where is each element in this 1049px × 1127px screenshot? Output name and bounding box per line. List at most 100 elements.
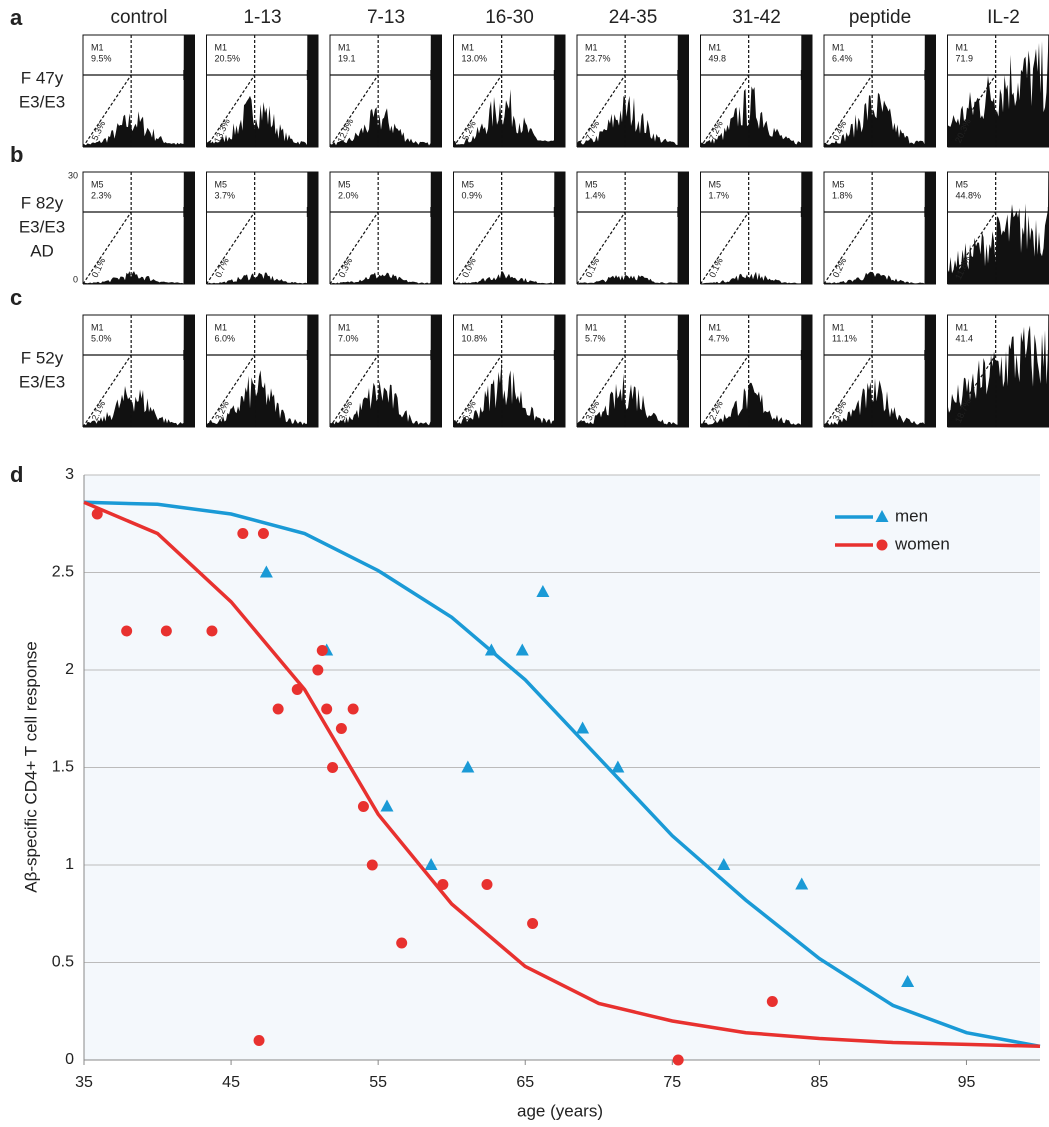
row-label: F 82y [21,193,64,212]
x-tick-label: 45 [222,1074,240,1091]
y-tick-label: 1.5 [52,759,74,776]
gate-name: M1 [585,42,598,52]
panel-frame [329,314,442,427]
panel-frame [329,171,442,284]
panel-frame [453,314,566,427]
row-label: E3/E3 [19,372,65,391]
gate-name: M5 [585,179,598,189]
marker [481,879,493,890]
label-bg [459,180,490,202]
legend-marker [875,510,889,522]
histogram [330,172,442,284]
gate-name: M1 [462,42,475,52]
marker [437,879,449,890]
y-tick-label: 1 [65,856,74,873]
label-bg [953,180,984,202]
panel-frame [453,34,566,147]
panel-frame [82,314,195,427]
y-tick-label: 2.5 [52,564,74,581]
flow-panel: M17.0% 3.6% [329,314,442,428]
marker [237,528,249,539]
diagonal [206,74,256,148]
histogram [330,35,442,147]
marker [316,645,328,656]
marker [347,703,359,715]
label-bg [830,43,860,65]
diagonal [700,211,750,285]
label-bg [706,180,737,202]
marker [206,625,218,637]
gate-name: M5 [338,179,351,189]
flow-panel: M51.8% 0.2% [823,171,936,285]
diagonal [576,211,626,285]
histogram [947,172,1049,284]
diagonal-value: 0.3% [337,256,355,279]
gate-name: M1 [709,322,722,332]
column-header: 24-35 [609,7,658,28]
marker [259,565,273,578]
gate-value: 5.0% [91,333,112,343]
label-bg [830,323,860,345]
marker [321,703,333,715]
gate-name: M1 [956,42,969,52]
histogram [83,172,195,284]
legend-label: men [895,506,928,525]
flow-panel: M51.7% 0.1% [700,171,813,285]
row-label: E3/E3 [19,217,65,236]
flow-panel: M19.5%5.3% [82,34,195,148]
column-header: 31-42 [732,7,781,28]
y-tick-label: 3 [65,466,74,483]
gate-name: M1 [215,42,228,52]
marker [766,996,778,1007]
marker [160,625,172,637]
label-bg [459,323,490,345]
row-letter: c [10,285,22,310]
flow-panel: M15.7%3.0% [576,314,689,428]
gate-value: 0.9% [462,190,483,200]
flow-panel: M16.4%0.4% [823,34,936,148]
diagonal [947,354,997,428]
row-label: AD [30,241,54,260]
panel-frame [576,171,689,284]
label-bg [336,180,366,202]
x-tick-label: 55 [369,1074,387,1091]
diagonal [329,354,379,428]
histogram [83,35,195,147]
marker [717,858,731,870]
histogram [83,315,195,427]
gate-value: 1.4% [585,190,606,200]
flow-panel: M15.0%2.1% [82,314,195,428]
diagonal-value: 0.2% [831,256,849,279]
diagonal [453,74,503,148]
label-bg [459,43,490,65]
flow-panel: M14.7% 2.2% [700,314,813,428]
gate-name: M1 [215,322,228,332]
label-bg [212,43,243,65]
gate-value: 1.8% [832,190,853,200]
legend-marker [876,539,888,551]
histogram [453,172,566,284]
gate-value: 1.7% [709,190,730,200]
panel-frame [329,34,442,147]
diagonal-value: 0.1% [707,256,725,279]
gate-value: 6.4% [832,53,853,63]
histogram [577,35,689,147]
diagonal [823,211,873,285]
gate-value: 44.8% [956,190,982,200]
label-bg [583,323,613,345]
label-bg [336,323,366,345]
gate-name: M1 [832,322,845,332]
gate-value: 10.8% [462,333,488,343]
gate-value: 13.0% [462,53,488,63]
diagonal [700,74,750,148]
gate-name: M1 [91,42,104,52]
gate-value: 19.1 [338,53,356,63]
panel-frame [947,34,1049,147]
marker [312,664,324,676]
diagonal-value: 0.0% [460,256,478,279]
histogram [206,315,319,427]
